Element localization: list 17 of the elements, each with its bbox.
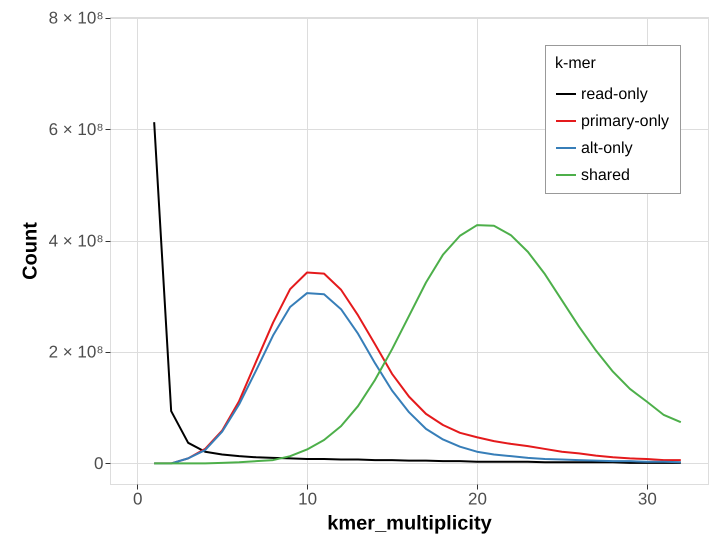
y-tick-label: 0: [94, 454, 104, 473]
legend-title: k-mer: [555, 55, 597, 72]
x-tick-label: 10: [298, 490, 318, 508]
legend-label: alt-only: [581, 140, 633, 157]
legend-label: read-only: [581, 86, 648, 103]
y-tick-label: 8 × 10⁸: [48, 8, 104, 28]
y-tick-label: 2 × 10⁸: [48, 342, 104, 362]
y-tick-label: 4 × 10⁸: [48, 231, 104, 250]
x-tick-label: 20: [468, 490, 487, 508]
x-tick-label: 0: [132, 490, 142, 508]
legend-label: primary-only: [581, 113, 670, 130]
y-tick-label: 6 × 10⁸: [48, 120, 104, 139]
legend-label: shared: [581, 167, 630, 184]
x-axis-title: kmer_multiplicity: [327, 512, 493, 534]
x-tick-label: 30: [638, 490, 657, 508]
line-series: [153, 224, 682, 464]
y-axis-title: Count: [20, 222, 42, 280]
